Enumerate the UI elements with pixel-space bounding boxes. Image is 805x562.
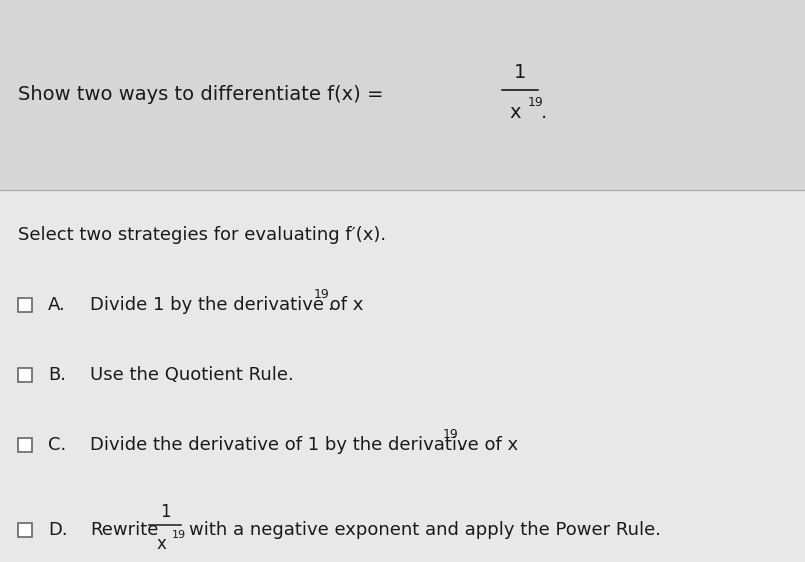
Text: A.: A. [48, 296, 66, 314]
Text: 1: 1 [514, 64, 526, 83]
Text: 19: 19 [171, 530, 185, 540]
Text: x: x [510, 103, 521, 123]
Text: D.: D. [48, 521, 68, 539]
Bar [18, 438, 32, 452]
Text: C.: C. [48, 436, 66, 454]
Bar [18, 368, 32, 382]
Text: B.: B. [48, 366, 66, 384]
Text: 19: 19 [443, 428, 459, 442]
Text: .: . [327, 296, 333, 314]
Text: Divide 1 by the derivative of x: Divide 1 by the derivative of x [90, 296, 363, 314]
Text: Show two ways to differentiate f(x) =: Show two ways to differentiate f(x) = [18, 85, 390, 105]
Text: 19: 19 [528, 97, 543, 110]
Text: Use the Quotient Rule.: Use the Quotient Rule. [90, 366, 294, 384]
Bar [0, 190, 805, 562]
Text: Rewrite: Rewrite [90, 521, 159, 539]
Text: 1: 1 [160, 503, 171, 521]
Bar [18, 298, 32, 312]
Text: with a negative exponent and apply the Power Rule.: with a negative exponent and apply the P… [189, 521, 662, 539]
Text: .: . [541, 103, 547, 123]
Bar [0, 0, 805, 190]
Text: x: x [156, 535, 167, 553]
Text: Divide the derivative of 1 by the derivative of x: Divide the derivative of 1 by the deriva… [90, 436, 518, 454]
Text: Select two strategies for evaluating f′(x).: Select two strategies for evaluating f′(… [18, 226, 386, 244]
Text: .: . [456, 436, 463, 454]
Bar [18, 523, 32, 537]
Text: 19: 19 [313, 288, 329, 301]
